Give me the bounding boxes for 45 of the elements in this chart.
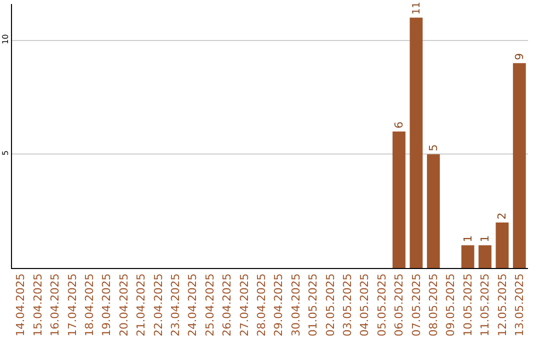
x-tick-label: 02.05.2025 — [324, 273, 337, 336]
data-label: 9 — [512, 53, 526, 60]
x-tick-label: 03.05.2025 — [340, 273, 354, 336]
data-label: 2 — [496, 212, 509, 220]
x-tick-label: 16.04.2025 — [48, 273, 62, 336]
y-tick-label: 10 — [0, 34, 10, 44]
bar — [496, 222, 509, 268]
bar — [461, 245, 474, 268]
x-tick-label: 18.04.2025 — [82, 273, 96, 336]
bar — [426, 154, 440, 268]
bar — [478, 245, 492, 268]
data-label: 5 — [426, 144, 440, 152]
x-tick-label: 19.04.2025 — [100, 273, 114, 336]
x-tick-label: 09.05.2025 — [444, 273, 458, 336]
x-tick-label: 28.04.2025 — [254, 273, 268, 336]
bar — [512, 63, 526, 268]
x-tick-label: 11.05.2025 — [478, 273, 492, 336]
x-tick-label: 08.05.2025 — [426, 273, 440, 336]
x-tick-label: 14.04.2025 — [14, 273, 28, 336]
data-label: 11 — [411, 2, 422, 15]
x-tick-label: 29.04.2025 — [272, 273, 286, 336]
x-tick-label: 24.04.2025 — [186, 273, 200, 336]
x-tick-label: 10.05.2025 — [461, 273, 474, 336]
x-tick-label: 20.04.2025 — [117, 273, 130, 336]
data-label: 1 — [478, 235, 492, 242]
x-tick-label: 06.05.2025 — [392, 273, 406, 336]
bar — [392, 131, 406, 268]
x-tick-label: 17.04.2025 — [66, 273, 79, 336]
x-tick-label: 13.05.2025 — [512, 273, 526, 336]
x-tick-label: 27.04.2025 — [238, 273, 251, 336]
x-tick-label: 21.04.2025 — [134, 273, 148, 336]
x-tick-label: 07.05.2025 — [410, 273, 423, 336]
data-label: 6 — [392, 121, 406, 128]
x-tick-label: 15.04.2025 — [31, 273, 44, 336]
bar — [410, 18, 423, 268]
x-tick-label: 25.04.2025 — [203, 273, 216, 336]
x-tick-label: 05.05.2025 — [375, 273, 388, 336]
x-tick-label: 12.05.2025 — [496, 273, 509, 336]
data-label: 1 — [461, 235, 474, 242]
x-tick-label: 04.05.2025 — [358, 273, 372, 336]
x-tick-label: 26.04.2025 — [220, 273, 234, 336]
x-tick-label: 23.04.2025 — [168, 273, 182, 336]
x-tick-label: 30.04.2025 — [289, 273, 302, 336]
x-tick-label: 01.05.2025 — [306, 273, 320, 336]
x-tick-label: 22.04.2025 — [152, 273, 165, 336]
